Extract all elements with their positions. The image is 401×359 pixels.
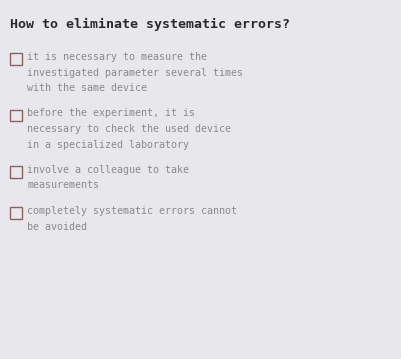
- Text: necessary to check the used device: necessary to check the used device: [27, 124, 231, 134]
- Text: involve a colleague to take: involve a colleague to take: [27, 165, 189, 175]
- Bar: [10, 166, 22, 177]
- Bar: [10, 109, 22, 121]
- Text: before the experiment, it is: before the experiment, it is: [27, 108, 195, 118]
- Bar: [10, 53, 22, 65]
- Text: be avoided: be avoided: [27, 222, 87, 232]
- Text: it is necessary to measure the: it is necessary to measure the: [27, 52, 207, 62]
- Text: completely systematic errors cannot: completely systematic errors cannot: [27, 206, 237, 216]
- Text: How to eliminate systematic errors?: How to eliminate systematic errors?: [10, 18, 290, 31]
- Text: investigated parameter several times: investigated parameter several times: [27, 67, 243, 78]
- Text: with the same device: with the same device: [27, 83, 147, 93]
- Text: in a specialized laboratory: in a specialized laboratory: [27, 140, 189, 149]
- Bar: [10, 207, 22, 219]
- Text: measurements: measurements: [27, 181, 99, 191]
